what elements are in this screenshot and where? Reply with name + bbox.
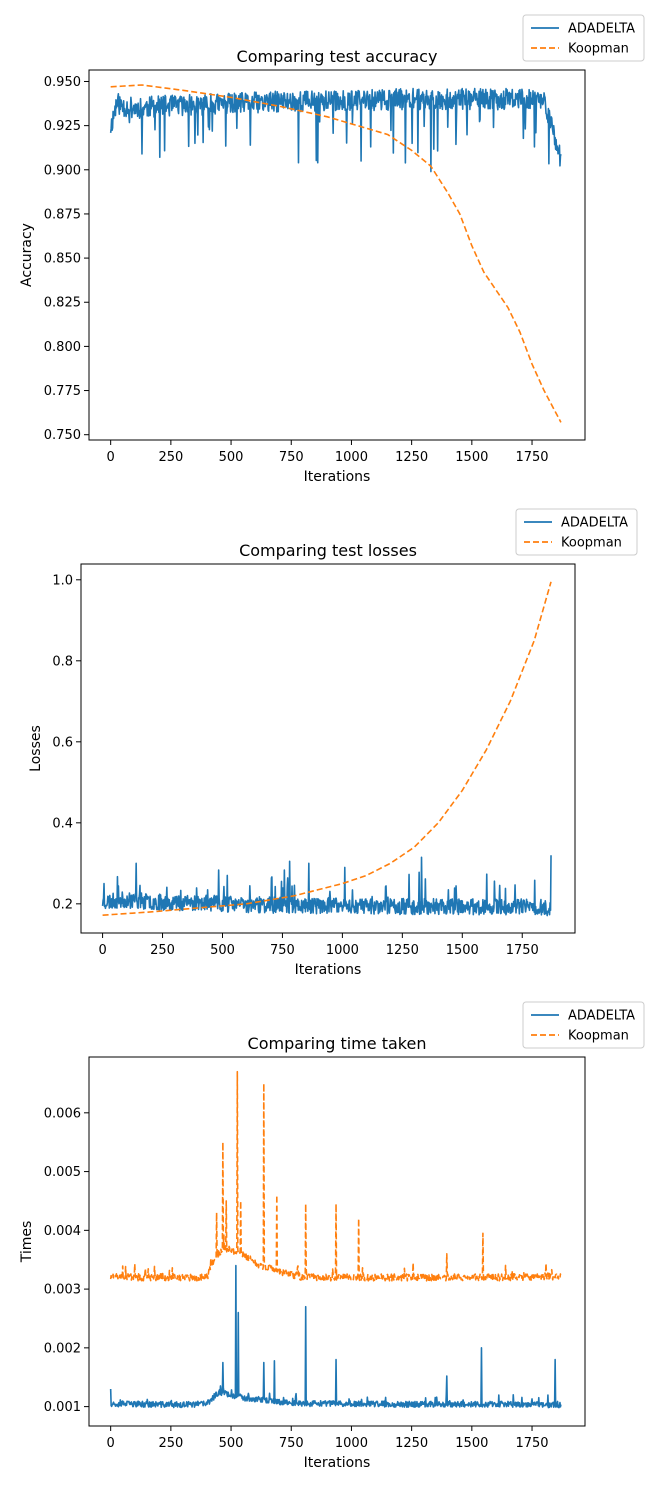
x-tick-label: 750 (270, 943, 295, 958)
x-tick-label: 1750 (515, 1436, 548, 1451)
chart-3: 0 250 500 750 1000 1250 1500 1750 0.001 0.002 0.00… (19, 1001, 645, 1471)
x-tick-label: 250 (150, 943, 175, 958)
chart-title: Comparing test losses (239, 541, 417, 560)
legend: ADADELTA Koopman (515, 508, 638, 556)
y-tick-label: 0.900 (44, 163, 81, 178)
x-tick-label: 1250 (386, 943, 419, 958)
y-tick-label: 0.004 (44, 1224, 81, 1239)
y-tick-label: 0.2 (52, 897, 73, 912)
y-tick-label: 0.001 (44, 1400, 81, 1415)
y-tick-label: 0.850 (44, 252, 81, 267)
series-line-koopman (109, 1070, 562, 1282)
x-tick-label: 1750 (506, 943, 539, 958)
x-tick-label: 1250 (395, 1436, 428, 1451)
y-tick-label: 0.003 (44, 1283, 81, 1298)
y-tick-label: 0.002 (44, 1341, 81, 1356)
x-tick-label: 750 (279, 1436, 304, 1451)
x-tick-label: 500 (219, 1436, 244, 1451)
y-tick-label: 0.825 (44, 296, 81, 311)
y-tick-label: 0.950 (44, 75, 81, 90)
x-tick-label: 1250 (395, 450, 428, 465)
x-tick-label: 0 (107, 450, 115, 465)
y-tick-label: 0.875 (44, 207, 81, 222)
legend-box (522, 14, 645, 62)
chart-title: Comparing test accuracy (237, 47, 438, 66)
x-tick-label: 0 (107, 1436, 115, 1451)
x-axis-label: Iterations (304, 1455, 371, 1471)
legend-label-adadelta: ADADELTA (568, 1009, 635, 1024)
series-line-koopman (110, 84, 562, 423)
legend-label-adadelta: ADADELTA (561, 516, 628, 531)
x-tick-label: 250 (158, 450, 183, 465)
x-tick-label: 500 (219, 450, 244, 465)
series-line-adadelta (109, 87, 562, 173)
y-axis-label: Times (19, 1221, 35, 1264)
chart-1: 0 250 500 750 1000 1250 1500 1750 0.750 0.775 0.80… (19, 14, 645, 485)
chart-2: 0 250 500 750 1000 1250 1500 1750 0.2 0.4 0.6 0.8 1.… (28, 508, 638, 978)
x-tick-label: 0 (98, 943, 106, 958)
x-tick-label: 1500 (446, 943, 479, 958)
y-tick-label: 0.800 (44, 340, 81, 355)
x-tick-label: 1000 (326, 943, 359, 958)
legend-box (515, 508, 638, 556)
legend: ADADELTA Koopman (522, 14, 645, 62)
legend: ADADELTA Koopman (522, 1001, 645, 1049)
legend-box (522, 1001, 645, 1049)
x-tick-label: 500 (210, 943, 235, 958)
y-tick-label: 0.925 (44, 119, 81, 134)
y-tick-label: 0.4 (52, 816, 73, 831)
legend-label-koopman: Koopman (561, 536, 622, 551)
x-tick-label: 250 (158, 1436, 183, 1451)
series-line-koopman (102, 581, 552, 916)
y-tick-label: 0.750 (44, 428, 81, 443)
y-axis-label: Losses (28, 725, 44, 772)
x-tick-label: 750 (279, 450, 304, 465)
x-axis-label: Iterations (304, 469, 371, 485)
x-axis-label: Iterations (295, 962, 362, 978)
plot-frame (80, 563, 576, 934)
y-tick-label: 0.775 (44, 384, 81, 399)
y-tick-label: 0.8 (52, 654, 73, 669)
x-tick-label: 1000 (335, 1436, 368, 1451)
y-tick-label: 0.006 (44, 1106, 81, 1121)
y-tick-label: 1.0 (52, 573, 73, 588)
series-line-adadelta (101, 855, 552, 917)
legend-label-koopman: Koopman (568, 42, 629, 57)
x-tick-label: 1750 (515, 450, 548, 465)
y-tick-label: 0.6 (52, 735, 73, 750)
plot-frame (88, 1056, 586, 1427)
chart-title: Comparing time taken (248, 1034, 427, 1053)
x-tick-label: 1500 (455, 450, 488, 465)
plot-frame (88, 69, 586, 441)
legend-label-koopman: Koopman (568, 1029, 629, 1044)
legend-label-adadelta: ADADELTA (568, 22, 635, 37)
x-tick-label: 1500 (455, 1436, 488, 1451)
x-tick-label: 1000 (335, 450, 368, 465)
series-line-adadelta (109, 1264, 562, 1409)
y-axis-label: Accuracy (19, 223, 35, 287)
y-tick-label: 0.005 (44, 1165, 81, 1180)
